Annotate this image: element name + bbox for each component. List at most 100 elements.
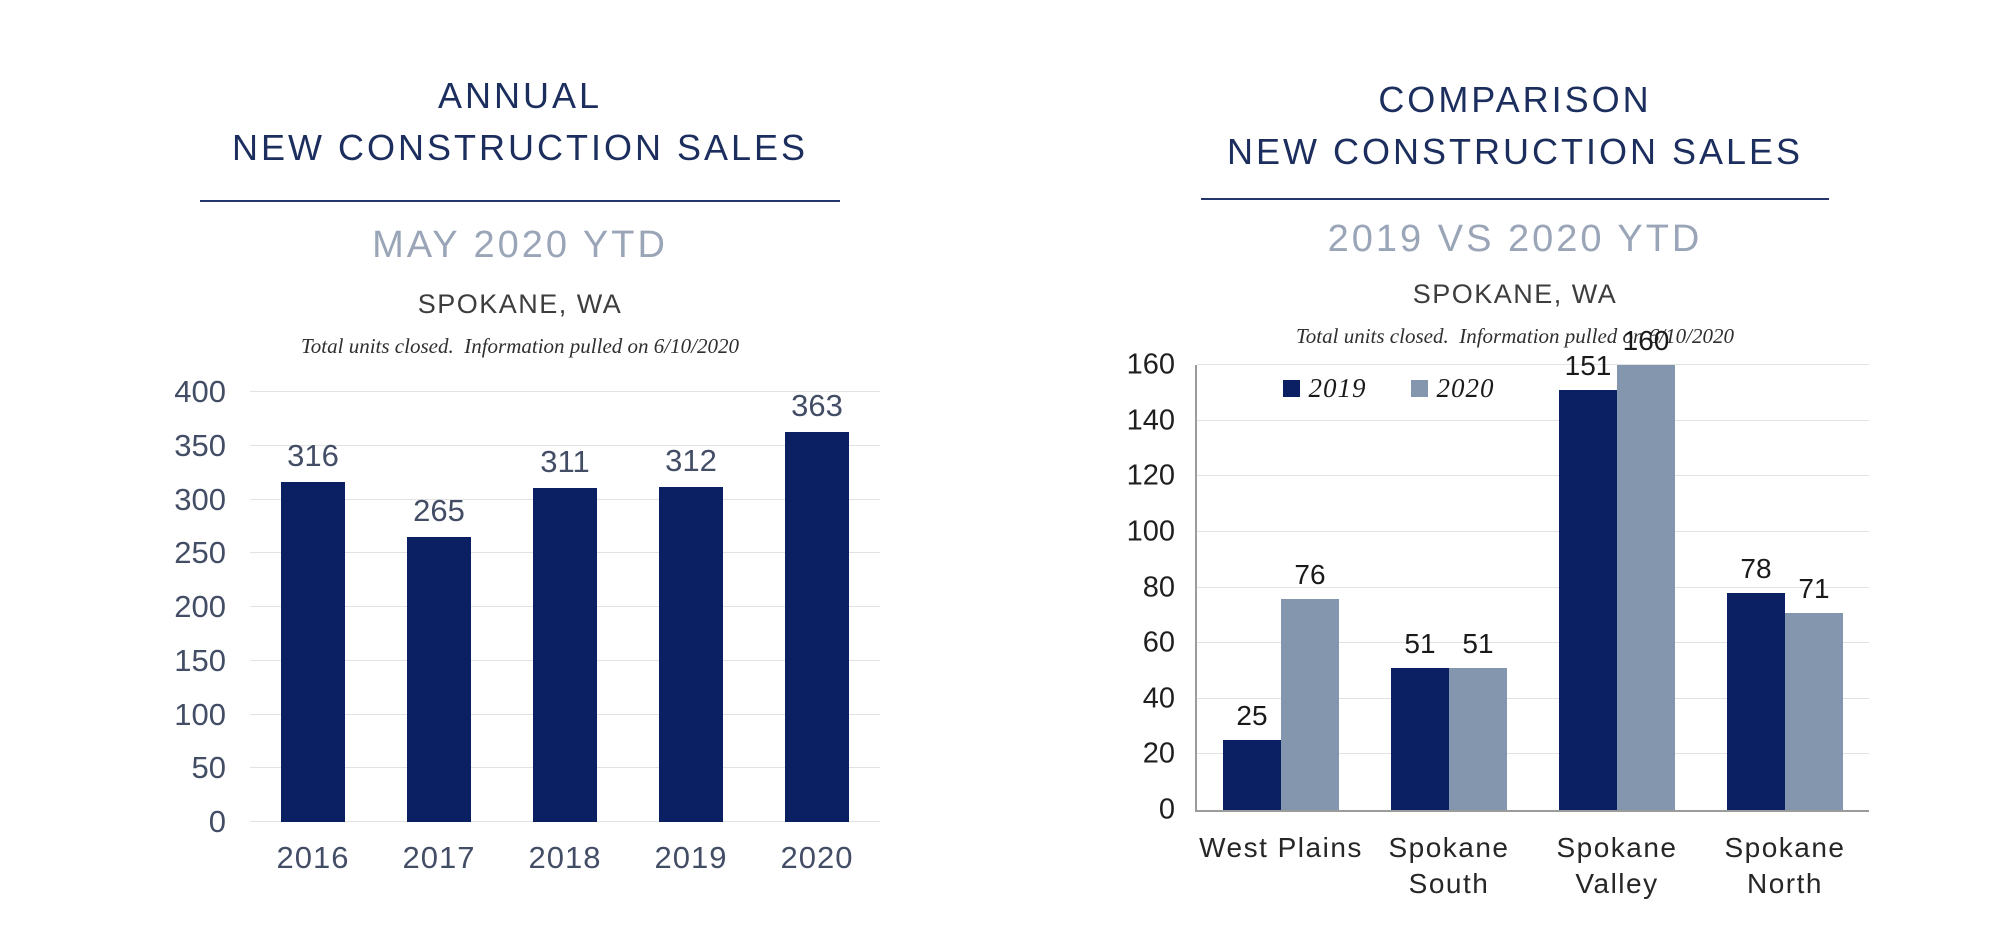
bar-group: 363 (754, 388, 880, 822)
x-axis-labels: 2016 2017 2018 2019 2020 (250, 840, 880, 876)
bar-pair: 25 76 (1197, 365, 1365, 810)
x-axis-category-text: 2016 (276, 840, 350, 875)
bar-pair: 265 (376, 392, 502, 822)
bar (1449, 668, 1507, 810)
y-axis-tick-label: 300 (174, 481, 226, 517)
x-axis-category-label: 2016 (250, 840, 376, 876)
bar-value-label: 25 (1236, 700, 1268, 732)
bar-group: 265 (376, 392, 502, 822)
bar-group: 51 51 (1365, 365, 1533, 810)
bar-value-label: 312 (665, 442, 717, 478)
legend-item-2019: 2019 (1282, 373, 1367, 404)
bar-column: 160 (1617, 325, 1675, 810)
bar-pair: 51 51 (1365, 365, 1533, 810)
x-axis-category-label: 2020 (754, 840, 880, 876)
bar-value-label: 51 (1404, 628, 1436, 660)
bar (659, 486, 723, 822)
x-axis-category-text: 2018 (528, 840, 602, 875)
bar-group: 25 76 (1197, 365, 1365, 810)
bar-column: 51 (1391, 365, 1449, 810)
bar-value-label: 316 (287, 438, 339, 474)
bar-group: 316 (250, 392, 376, 822)
bar-column: 25 (1223, 365, 1281, 810)
x-axis-category-label: Spokane Valley (1533, 830, 1701, 903)
x-axis-category-label: Spokane South (1365, 830, 1533, 903)
gridline-20 (1197, 753, 1869, 755)
bar-pair: 363 (754, 388, 880, 822)
y-axis-tick-label: 400 (174, 374, 226, 409)
comparison-title: COMPARISON NEW CONSTRUCTION SALES (1145, 74, 1885, 178)
comparison-grouped-bar-chart: 0 20 40 60 80 100 120 140 160 25 76 51 51 151 160 78 71 W… (1127, 325, 1869, 899)
bar-pair: 316 (250, 392, 376, 822)
x-axis-category-text: Spokane South (1388, 832, 1510, 900)
bar (1785, 612, 1843, 810)
2019-legend-swatch-icon (1282, 380, 1300, 397)
bar-value-label: 160 (1622, 325, 1670, 356)
y-axis-tick-label: 20 (1142, 737, 1175, 770)
gridline-100 (1197, 530, 1869, 532)
bar-value-label: 151 (1564, 350, 1612, 382)
x-axis-category-label: 2019 (628, 840, 754, 876)
bar (1727, 593, 1785, 810)
annual-note: Total units closed. Information pulled o… (301, 334, 739, 359)
bar-value-label: 76 (1294, 558, 1326, 590)
gridline-40 (1197, 697, 1869, 699)
y-axis-tick-label: 140 (1126, 404, 1175, 437)
x-axis-category-label: West Plains (1197, 830, 1365, 903)
y-axis-tick-label: 100 (1126, 515, 1175, 548)
y-axis-tick-label: 150 (174, 642, 226, 678)
bar-value-label: 363 (791, 387, 843, 423)
2020-legend-swatch-icon (1410, 380, 1428, 397)
bar (407, 537, 471, 822)
bar-column: 311 (533, 392, 597, 822)
bar-pair: 151 160 (1533, 325, 1701, 810)
bar (281, 482, 345, 822)
x-axis-category-label: 2017 (376, 840, 502, 876)
gridline-350 (250, 444, 880, 446)
annual-title-line2: NEW CONSTRUCTION SALES (231, 127, 809, 169)
bar (785, 431, 849, 822)
bar (1391, 668, 1449, 810)
x-axis-category-text: Spokane North (1724, 832, 1846, 900)
y-axis-tick-label: 40 (1142, 682, 1175, 715)
comparison-title-divider (1201, 198, 1829, 201)
y-axis-tick-label: 160 (1126, 348, 1175, 381)
bar-group: 151 160 (1533, 325, 1701, 810)
y-axis-tick-label: 120 (1126, 459, 1175, 492)
annual-location: SPOKANE, WA (417, 289, 623, 320)
y-axis-tick-label: 250 (174, 535, 226, 571)
bar-column: 265 (407, 392, 471, 822)
annual-title: ANNUAL NEW CONSTRUCTION SALES (150, 70, 890, 174)
bar-pair: 312 (628, 392, 754, 822)
gridline-140 (1197, 419, 1869, 421)
bar-group: 78 71 (1701, 365, 1869, 810)
bar-column: 71 (1785, 365, 1843, 810)
annual-chart-panel: ANNUAL NEW CONSTRUCTION SALES MAY 2020 Y… (150, 0, 890, 951)
y-axis-tick-label: 350 (174, 427, 226, 463)
gridline-160 (1197, 364, 1869, 365)
bar-value-label: 71 (1798, 572, 1830, 604)
x-axis-labels: West Plains Spokane South Spokane Valley Sp… (1197, 830, 1869, 903)
bar (1223, 740, 1281, 810)
x-axis-category-label: Spokane North (1701, 830, 1869, 903)
comparison-title-line1: COMPARISON (1378, 79, 1652, 120)
bar-column: 316 (281, 392, 345, 822)
comparison-chart-panel: COMPARISON NEW CONSTRUCTION SALES 2019 V… (1127, 0, 1885, 951)
annual-subtitle: MAY 2020 YTD (372, 224, 668, 267)
bar (1559, 390, 1617, 810)
gridline-60 (1197, 642, 1869, 644)
legend-item-2020: 2020 (1410, 373, 1495, 404)
bar-pair: 78 71 (1701, 365, 1869, 810)
bars-row: 25 76 51 51 151 160 78 71 (1197, 325, 1869, 810)
x-axis-category-text: Spokane Valley (1556, 832, 1678, 900)
comparison-subtitle: 2019 VS 2020 YTD (1327, 218, 1703, 261)
bar (533, 487, 597, 822)
x-axis-category-text: 2020 (780, 840, 854, 875)
x-axis-category-label: 2018 (502, 840, 628, 876)
bar-value-label: 311 (540, 443, 590, 479)
bar-column: 363 (785, 388, 849, 822)
bar-group: 312 (628, 392, 754, 822)
gridline-400 (250, 391, 880, 392)
legend-label: 2019 (1308, 373, 1367, 403)
